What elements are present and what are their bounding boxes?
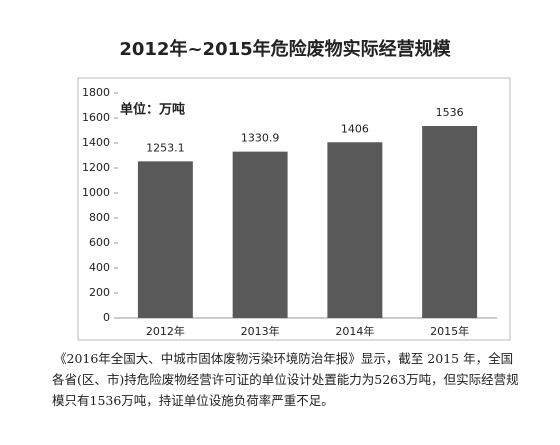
chart-frame	[77, 77, 511, 341]
bar	[137, 161, 193, 318]
y-tick-label: 1400	[82, 136, 110, 149]
caption: 《2016年全国大、中城市固体废物污染环境防治年报》显示，截至 2015 年，全…	[52, 351, 519, 408]
x-tick-label: 2014年	[335, 324, 374, 338]
chart: 2012年~2015年危险废物实际经营规模 单位：万吨 0 200 400 600 80…	[77, 38, 511, 341]
y-tick-label: 600	[89, 236, 110, 249]
y-tick-label: 1800	[82, 86, 110, 99]
chart-title: 2012年~2015年危险废物实际经营规模	[119, 38, 451, 60]
bar	[422, 126, 478, 318]
bar	[232, 151, 288, 318]
value-label: 1536	[436, 106, 464, 119]
y-tick-label: 1000	[82, 186, 110, 199]
y-tick-label: 800	[89, 211, 110, 224]
x-tick-label: 2013年	[241, 324, 280, 338]
y-tick-label: 1200	[82, 161, 110, 174]
value-label: 1406	[341, 122, 369, 135]
unit-label: 单位：万吨	[120, 102, 185, 118]
value-label: 1253.1	[146, 141, 185, 154]
y-tick-label: 1600	[82, 111, 110, 124]
x-tick-label: 2012年	[146, 324, 185, 338]
bar	[327, 142, 383, 318]
x-tick-label: 2015年	[430, 324, 469, 338]
value-label: 1330.9	[241, 132, 280, 145]
y-tick-label: 400	[89, 261, 110, 274]
y-tick-label: 200	[89, 286, 110, 299]
y-tick-label: 0	[103, 311, 110, 324]
